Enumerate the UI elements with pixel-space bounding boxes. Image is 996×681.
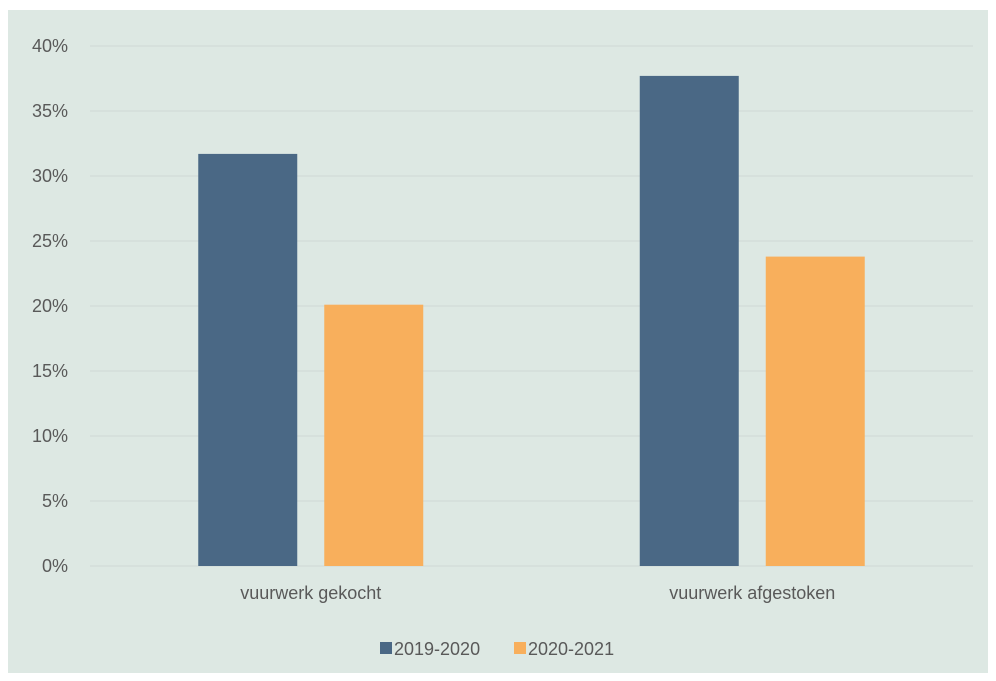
- bar-chart: 0% 5% 10% 15% 20% 25% 30% 35% 40% vuurwerk gekoc…: [8, 10, 988, 673]
- y-tick-label: 20%: [32, 296, 68, 316]
- y-tick-label: 35%: [32, 101, 68, 121]
- y-tick-label: 5%: [42, 491, 68, 511]
- bar-2019-2020-0: [198, 153, 298, 566]
- legend: 2019-2020 2020-2021: [380, 639, 614, 659]
- x-category-label: vuurwerk afgestoken: [669, 583, 835, 603]
- chart-container: 0% 5% 10% 15% 20% 25% 30% 35% 40% vuurwerk gekoc…: [8, 10, 988, 673]
- y-tick-label: 25%: [32, 231, 68, 251]
- bar-2020-2021-1: [765, 256, 865, 566]
- legend-swatch: [380, 642, 392, 654]
- y-tick-label: 0%: [42, 556, 68, 576]
- y-axis: 0% 5% 10% 15% 20% 25% 30% 35% 40%: [32, 36, 68, 576]
- y-tick-label: 10%: [32, 426, 68, 446]
- x-category-label: vuurwerk gekocht: [240, 583, 381, 603]
- y-tick-label: 15%: [32, 361, 68, 381]
- legend-label: 2019-2020: [394, 639, 480, 659]
- x-axis: vuurwerk gekocht vuurwerk afgestoken: [240, 583, 835, 603]
- legend-swatch: [514, 642, 526, 654]
- y-tick-label: 30%: [32, 166, 68, 186]
- bar-2019-2020-1: [639, 75, 739, 567]
- bar-2020-2021-0: [324, 304, 424, 566]
- y-tick-label: 40%: [32, 36, 68, 56]
- bars: [198, 75, 865, 567]
- legend-label: 2020-2021: [528, 639, 614, 659]
